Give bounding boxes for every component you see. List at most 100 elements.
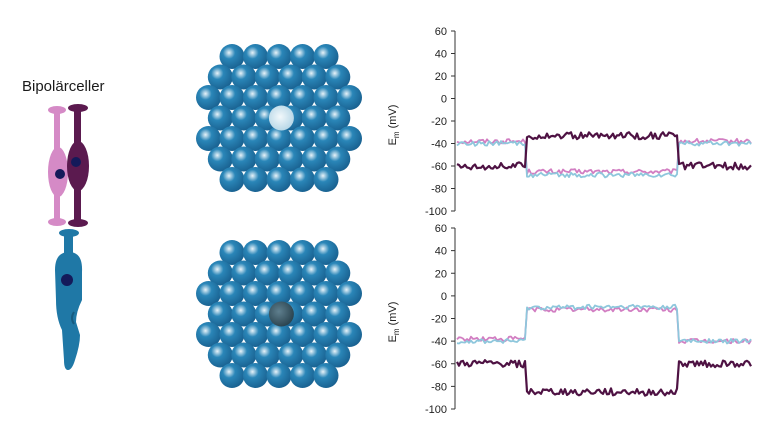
y-tick-label: -60 bbox=[431, 359, 447, 371]
pink-cell-nucleus bbox=[55, 169, 65, 179]
y-tick-label: 60 bbox=[435, 26, 447, 38]
rod-cell bbox=[313, 167, 339, 192]
rod-cell bbox=[290, 281, 315, 306]
rod-cluster-dark bbox=[196, 240, 362, 388]
rod-cell bbox=[325, 105, 351, 131]
rod-cell bbox=[254, 260, 280, 286]
rod-cell bbox=[301, 301, 327, 327]
y-tick-label: 60 bbox=[435, 223, 447, 235]
rod-cell bbox=[290, 126, 315, 151]
y-tick-label: -60 bbox=[431, 161, 447, 173]
rod-cell bbox=[325, 146, 351, 172]
rod-cell bbox=[325, 64, 351, 90]
y-tick-label: 40 bbox=[435, 246, 447, 258]
rod-cell bbox=[325, 342, 351, 368]
rod-cell bbox=[231, 64, 257, 90]
purple-bipolar-cell bbox=[67, 104, 89, 227]
rod-cell bbox=[196, 126, 221, 151]
rod-cell bbox=[266, 322, 292, 347]
rod-cell bbox=[243, 363, 268, 388]
membrane-potential-plot-bottom: 60 40 20 0 -20 -40 -60 -80 -100 Em(mV) bbox=[387, 223, 752, 416]
rod-cell bbox=[337, 281, 362, 306]
rod-cell bbox=[231, 342, 257, 368]
stimulated-rod-cell bbox=[268, 301, 294, 327]
rod-cell bbox=[207, 342, 233, 368]
rod-cell bbox=[243, 281, 268, 306]
y-axis-label-bottom: Em(mV) bbox=[387, 302, 401, 343]
rod-cell bbox=[243, 44, 268, 69]
trace-pink bbox=[456, 306, 752, 345]
rod-cell bbox=[325, 260, 351, 286]
rod-cell bbox=[301, 64, 327, 90]
rod-cell bbox=[243, 322, 268, 347]
rod-cell bbox=[313, 85, 339, 110]
rod-cell bbox=[337, 126, 362, 151]
rod-cell bbox=[219, 240, 245, 265]
rod-cell bbox=[219, 281, 245, 306]
rod-cell bbox=[266, 44, 292, 69]
rod-cell bbox=[196, 85, 221, 110]
rod-cell bbox=[254, 342, 280, 368]
rod-cell bbox=[196, 281, 221, 306]
bipolar-cells-label: Bipolärceller bbox=[22, 78, 105, 95]
y-tick-label: -20 bbox=[431, 314, 447, 326]
rod-cell bbox=[313, 126, 339, 151]
rod-cell bbox=[196, 322, 221, 347]
stimulated-rod-cell bbox=[268, 105, 294, 131]
rod-cell bbox=[266, 240, 292, 265]
rod-cell bbox=[231, 301, 257, 327]
rod-cell bbox=[207, 301, 233, 327]
rod-cell bbox=[278, 64, 304, 90]
y-tick-label: 20 bbox=[435, 71, 447, 83]
rod-cell bbox=[313, 363, 339, 388]
y-tick-label: 20 bbox=[435, 268, 447, 280]
rod-cell bbox=[301, 105, 327, 131]
rod-cell bbox=[219, 85, 245, 110]
blue-rod-cell bbox=[55, 229, 83, 370]
rod-cell bbox=[207, 105, 233, 131]
y-tick-label: 0 bbox=[441, 291, 447, 303]
rod-cell bbox=[254, 146, 280, 172]
rod-cell bbox=[219, 44, 245, 69]
rod-cell bbox=[290, 363, 315, 388]
y-tick-label: -80 bbox=[431, 184, 447, 196]
rod-cell bbox=[313, 322, 339, 347]
rod-cell bbox=[290, 240, 315, 265]
rod-cell bbox=[290, 322, 315, 347]
trace-pink bbox=[456, 137, 752, 175]
rod-cell-nucleus bbox=[61, 274, 73, 286]
rod-cell bbox=[243, 167, 268, 192]
rod-cell bbox=[254, 64, 280, 90]
rod-cell bbox=[337, 322, 362, 347]
rod-cell bbox=[207, 146, 233, 172]
y-tick-label: 40 bbox=[435, 49, 447, 61]
y-tick-label: 0 bbox=[441, 94, 447, 106]
rod-cell bbox=[313, 44, 339, 69]
rod-cell bbox=[313, 240, 339, 265]
rod-cell bbox=[278, 342, 304, 368]
rod-cell bbox=[243, 126, 268, 151]
rod-cell bbox=[219, 167, 245, 192]
trace-purple bbox=[456, 359, 752, 397]
rod-cell bbox=[301, 342, 327, 368]
rod-cell bbox=[219, 363, 245, 388]
y-tick-label: -100 bbox=[425, 404, 447, 416]
rod-cell bbox=[231, 260, 257, 286]
y-tick-label: -40 bbox=[431, 139, 447, 151]
rod-cell bbox=[290, 167, 315, 192]
rod-cell bbox=[266, 126, 292, 151]
rod-cell bbox=[290, 85, 315, 110]
rod-cell bbox=[231, 105, 257, 131]
rod-cell bbox=[290, 44, 315, 69]
y-tick-label: -20 bbox=[431, 116, 447, 128]
rod-cell bbox=[266, 85, 292, 110]
rod-cell bbox=[313, 281, 339, 306]
trace-blue bbox=[456, 140, 752, 179]
purple-cell-nucleus bbox=[71, 157, 81, 167]
rod-cell bbox=[207, 64, 233, 90]
rod-cell bbox=[219, 322, 245, 347]
rod-cell bbox=[243, 240, 268, 265]
trace-blue bbox=[456, 303, 752, 345]
rod-cell bbox=[231, 146, 257, 172]
